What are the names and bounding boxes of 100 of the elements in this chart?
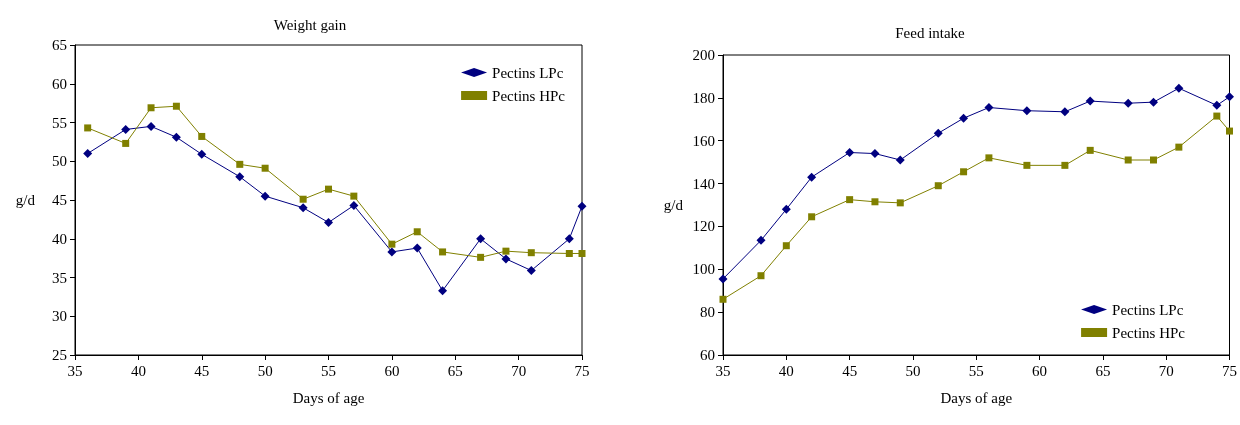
point: [718, 274, 728, 284]
point: [934, 182, 942, 190]
point: [439, 248, 447, 256]
point: [261, 164, 269, 172]
point: [1061, 161, 1069, 169]
y-tick-label: 160: [692, 132, 715, 149]
point: [121, 124, 131, 134]
point: [808, 213, 816, 221]
point: [502, 247, 510, 255]
point: [1225, 92, 1234, 102]
point: [870, 149, 880, 159]
x-tick-label: 35: [67, 362, 83, 379]
point: [933, 128, 943, 138]
point: [350, 192, 358, 200]
point: [756, 235, 766, 245]
y-tick-label: 25: [52, 347, 67, 363]
point: [260, 191, 270, 201]
x-axis-title: Days of age: [940, 389, 1013, 406]
point: [1175, 143, 1183, 151]
x-tick-label: 60: [384, 362, 400, 379]
point: [236, 160, 244, 168]
x-tick-label: 40: [778, 362, 794, 379]
point: [413, 228, 421, 236]
point: [197, 149, 207, 159]
point: [1060, 107, 1070, 117]
point: [172, 102, 180, 110]
point: [476, 234, 486, 244]
x-tick-label: 65: [1095, 362, 1111, 379]
x-tick-label: 40: [130, 362, 146, 379]
point: [960, 168, 968, 176]
y-tick-label: 65: [52, 37, 67, 53]
point: [527, 249, 535, 257]
point: [438, 286, 448, 296]
point: [171, 132, 181, 142]
point: [1022, 106, 1032, 116]
point: [349, 200, 359, 210]
y-tick-label: 55: [52, 114, 67, 131]
y-tick-label: 100: [692, 261, 715, 278]
x-tick-label: 75: [574, 362, 590, 379]
point: [845, 148, 855, 157]
point: [235, 172, 245, 182]
point: [1124, 156, 1132, 164]
x-tick-label: 65: [447, 362, 463, 379]
legend-label: Pectins LPc: [1112, 301, 1184, 318]
x-tick-label: 75: [1222, 362, 1237, 379]
y-tick-label: 180: [692, 89, 715, 106]
y-tick-label: 50: [52, 153, 67, 170]
point: [299, 195, 307, 203]
y-tick-label: 140: [692, 175, 715, 192]
chart-title: Feed intake: [895, 24, 966, 41]
y-tick-label: 35: [52, 269, 67, 286]
point: [1023, 161, 1031, 169]
y-tick-label: 40: [52, 230, 67, 247]
x-tick-label: 55: [321, 362, 336, 379]
x-tick-label: 45: [842, 362, 858, 379]
point: [578, 249, 586, 257]
point: [577, 201, 587, 211]
x-tick-label: 35: [715, 362, 731, 379]
point: [1150, 156, 1158, 164]
point: [565, 249, 573, 257]
x-tick-label: 60: [1032, 362, 1048, 379]
point: [1123, 98, 1133, 108]
point: [146, 121, 156, 131]
point: [1212, 100, 1222, 110]
legend-label: Pectins HPc: [1112, 324, 1186, 341]
point: [1085, 96, 1095, 106]
point: [846, 196, 854, 204]
y-tick-label: 80: [700, 304, 715, 321]
point: [84, 124, 92, 132]
point: [388, 240, 396, 248]
point: [387, 247, 397, 257]
y-tick-label: 120: [692, 218, 715, 235]
point: [781, 204, 791, 214]
point: [526, 266, 536, 276]
point: [1086, 146, 1094, 154]
point: [324, 217, 333, 227]
point: [871, 198, 879, 206]
y-tick-label: 200: [692, 47, 715, 63]
point: [807, 172, 817, 182]
y-tick-label: 45: [52, 192, 67, 208]
x-tick-label: 45: [194, 362, 210, 379]
y-tick-label: 30: [52, 308, 67, 325]
legend-label: Pectins LPc: [492, 64, 564, 81]
point: [782, 242, 790, 250]
x-tick-label: 70: [1158, 362, 1174, 379]
point: [298, 203, 308, 213]
point: [501, 254, 511, 264]
y-axis-title: g/d: [15, 192, 36, 208]
point: [477, 253, 485, 261]
point: [719, 295, 727, 303]
x-axis-title: Days of age: [292, 389, 365, 406]
point: [896, 199, 904, 207]
legend-label: Pectins HPc: [492, 87, 566, 104]
point: [325, 185, 332, 193]
point: [83, 149, 93, 158]
point: [198, 132, 206, 140]
point: [564, 234, 574, 244]
point: [412, 243, 422, 253]
point: [959, 113, 969, 123]
y-tick-label: 60: [52, 75, 67, 92]
